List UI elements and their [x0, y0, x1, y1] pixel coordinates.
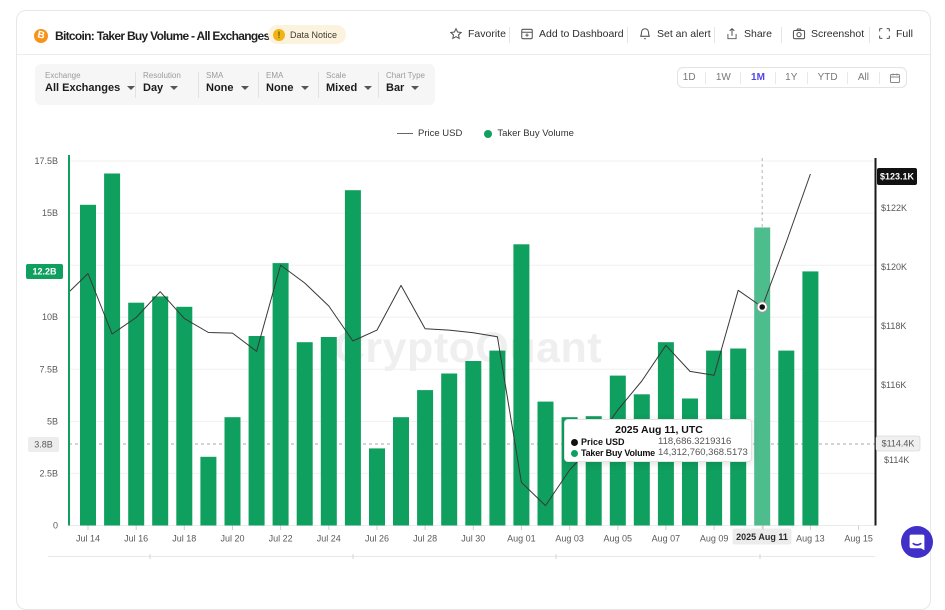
svg-text:10B: 10B [42, 312, 58, 322]
svg-text:Aug 03: Aug 03 [555, 534, 584, 544]
svg-text:$116K: $116K [881, 380, 906, 390]
svg-text:Jul 28: Jul 28 [413, 534, 437, 544]
svg-text:Aug 07: Aug 07 [652, 534, 681, 544]
svg-text:Aug 09: Aug 09 [700, 534, 729, 544]
svg-text:$120K: $120K [881, 262, 907, 272]
svg-text:$114.4K: $114.4K [882, 439, 915, 449]
svg-text:Jul 26: Jul 26 [365, 534, 389, 544]
svg-text:Jul 18: Jul 18 [172, 534, 196, 544]
svg-text:12.2B: 12.2B [32, 267, 57, 277]
svg-text:$118K: $118K [881, 321, 906, 331]
svg-text:5B: 5B [47, 416, 58, 426]
svg-text:Aug 05: Aug 05 [604, 534, 633, 544]
svg-text:$123.1K: $123.1K [880, 172, 915, 182]
svg-text:Jul 16: Jul 16 [124, 534, 148, 544]
svg-text:$122K: $122K [881, 203, 907, 213]
svg-text:Jul 20: Jul 20 [220, 534, 244, 544]
svg-text:Aug 15: Aug 15 [844, 534, 873, 544]
svg-text:17.5B: 17.5B [34, 156, 58, 166]
svg-text:Jul 30: Jul 30 [461, 534, 485, 544]
svg-text:Jul 14: Jul 14 [76, 534, 100, 544]
svg-text:Aug 01: Aug 01 [507, 534, 536, 544]
svg-text:3.8B: 3.8B [34, 440, 53, 450]
svg-text:Aug 13: Aug 13 [796, 534, 825, 544]
svg-text:Jul 24: Jul 24 [317, 534, 341, 544]
svg-text:7.5B: 7.5B [39, 364, 58, 374]
svg-text:2.5B: 2.5B [39, 468, 58, 478]
svg-text:2025 Aug 11: 2025 Aug 11 [736, 532, 788, 542]
svg-text:0: 0 [53, 521, 58, 531]
svg-text:Jul 22: Jul 22 [269, 534, 293, 544]
svg-text:$114K: $114K [884, 455, 909, 465]
svg-text:15B: 15B [42, 208, 58, 218]
